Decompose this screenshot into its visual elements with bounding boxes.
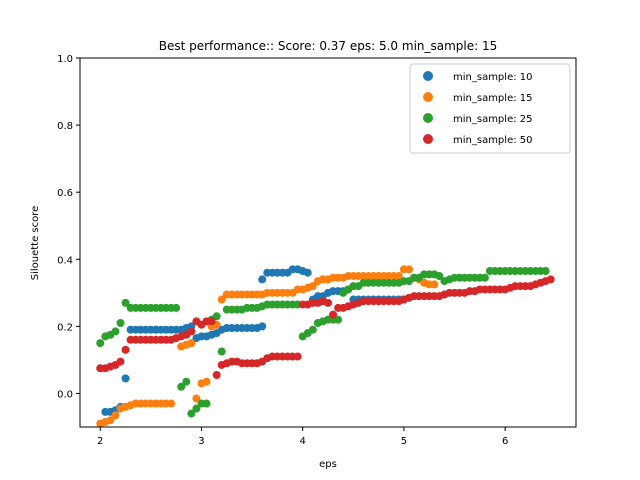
y-tick-label: 0.8 xyxy=(57,121,73,132)
data-point xyxy=(308,325,317,334)
plot-area xyxy=(96,265,555,428)
data-point xyxy=(96,339,105,348)
data-point xyxy=(192,394,201,403)
data-point xyxy=(480,273,489,282)
data-point xyxy=(121,345,130,354)
series-2 xyxy=(96,267,550,418)
data-point xyxy=(430,280,439,289)
data-point xyxy=(172,303,181,312)
data-point xyxy=(394,272,403,281)
data-point xyxy=(187,409,196,418)
data-point xyxy=(546,275,555,284)
data-point xyxy=(324,298,332,307)
legend-marker xyxy=(423,71,433,81)
data-point xyxy=(258,322,267,331)
data-point xyxy=(202,377,211,386)
axes-frame xyxy=(79,57,577,428)
data-point xyxy=(217,347,226,356)
legend-marker xyxy=(423,92,433,102)
data-point xyxy=(121,374,130,383)
x-tick-label: 5 xyxy=(401,436,407,447)
data-point xyxy=(177,382,186,391)
data-point xyxy=(111,411,120,420)
data-point xyxy=(106,416,115,425)
data-point xyxy=(182,377,191,386)
data-point xyxy=(404,265,413,274)
data-point xyxy=(212,371,221,379)
data-point xyxy=(435,272,444,281)
y-axis-label: Silouette score xyxy=(30,206,41,281)
x-tick-label: 4 xyxy=(300,436,306,447)
data-point xyxy=(187,339,196,348)
data-point xyxy=(541,267,550,276)
data-point xyxy=(308,282,317,291)
data-point xyxy=(116,319,125,328)
legend-marker xyxy=(423,134,433,144)
legend-label: min_sample: 50 xyxy=(453,135,533,146)
y-tick-label: 0.6 xyxy=(57,188,73,199)
data-point xyxy=(192,404,201,413)
data-point xyxy=(202,399,211,408)
data-point xyxy=(217,295,226,304)
x-tick-label: 3 xyxy=(198,436,204,447)
data-point xyxy=(293,352,302,361)
y-tick-label: 1.0 xyxy=(57,54,73,65)
data-point xyxy=(187,327,196,336)
y-axis: 0.0 0.2 0.4 0.6 0.8 1.0 xyxy=(57,54,80,400)
data-point xyxy=(303,268,312,277)
x-axis: 2 3 4 5 6 xyxy=(97,427,508,447)
data-point xyxy=(116,357,125,366)
data-point xyxy=(329,310,338,319)
series-1 xyxy=(96,265,439,428)
data-point xyxy=(111,327,120,336)
x-axis-label: eps xyxy=(319,459,337,470)
legend-marker xyxy=(423,113,433,123)
legend: min_sample: 10 min_sample: 15 min_sample: … xyxy=(409,63,571,154)
data-point xyxy=(334,315,343,324)
legend-label: min_sample: 25 xyxy=(453,114,533,125)
data-point xyxy=(212,312,221,321)
data-point xyxy=(207,317,216,326)
x-tick-label: 6 xyxy=(502,436,508,447)
data-point xyxy=(258,275,267,284)
y-tick-label: 0.2 xyxy=(57,322,73,333)
series-3 xyxy=(96,275,555,379)
y-tick-label: 0.4 xyxy=(57,255,73,266)
data-point xyxy=(167,399,176,408)
x-tick-label: 2 xyxy=(97,436,103,447)
legend-box xyxy=(409,63,571,154)
data-point xyxy=(121,298,130,307)
legend-label: min_sample: 15 xyxy=(453,93,533,104)
legend-label: min_sample: 10 xyxy=(453,72,533,83)
chart-title: Best performance:: Score: 0.37 eps: 5.0 … xyxy=(159,39,498,53)
y-tick-label: 0.0 xyxy=(57,389,73,400)
